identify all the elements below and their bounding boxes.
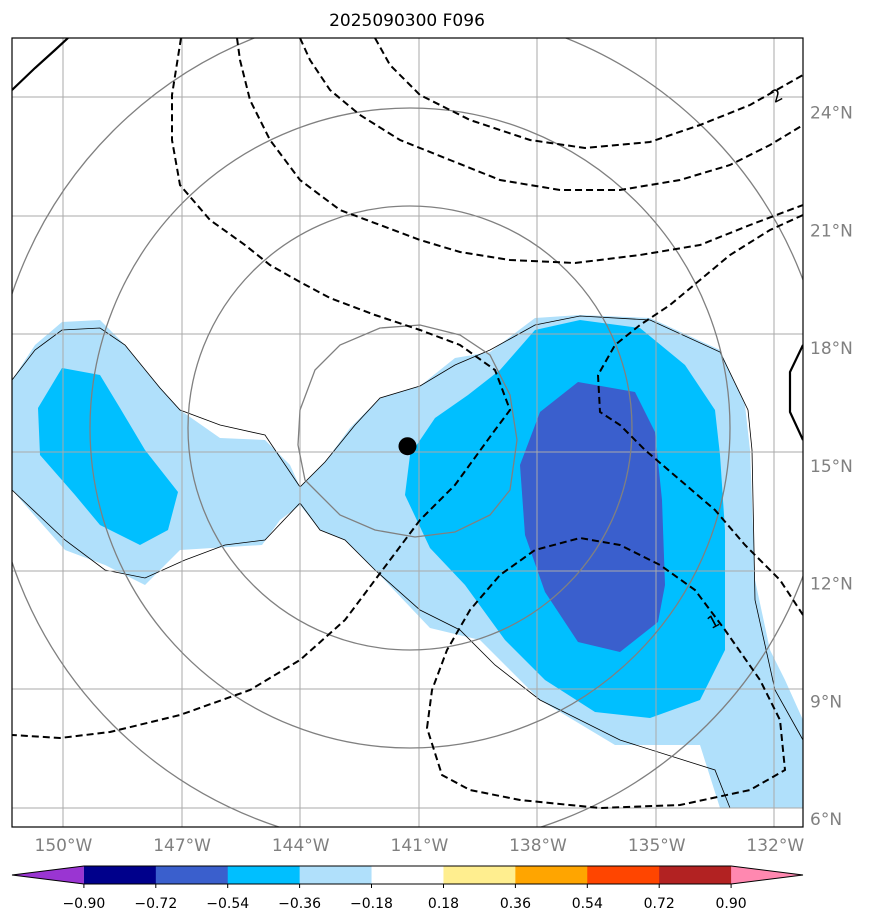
- longitude-label: 141°W: [391, 836, 449, 856]
- latitude-tick-labels: 24°N 21°N 18°N 15°N 12°N 9°N 6°N: [810, 104, 853, 830]
- latitude-label: 12°N: [810, 575, 853, 595]
- graticule: [12, 38, 803, 827]
- colorbar-segment: [227, 866, 301, 884]
- colorbar-segment: [659, 866, 732, 884]
- colorbar-segment: [371, 866, 444, 884]
- longitude-label: 132°W: [746, 836, 804, 856]
- colorbar-label: 0.18: [428, 896, 459, 912]
- colorbar-label: 0.90: [716, 896, 747, 912]
- latitude-label: 24°N: [810, 104, 853, 124]
- colorbar-segment: [83, 866, 157, 884]
- colorbar-segment: [443, 866, 516, 884]
- colorbar-tick-labels: −0.90 −0.72 −0.54 −0.36 −0.18 0.18 0.36 0.54 0.7…: [62, 884, 747, 912]
- longitude-label: 135°W: [628, 836, 686, 856]
- colorbar: [11, 865, 804, 885]
- colorbar-label: 0.36: [500, 896, 531, 912]
- colorbar-segment: [515, 866, 588, 884]
- latitude-label: 6°N: [810, 810, 842, 830]
- storm-center-marker: [398, 437, 417, 456]
- latitude-label: 9°N: [810, 692, 842, 712]
- colorbar-label: 0.54: [572, 896, 603, 912]
- colorbar-segment: [155, 866, 229, 884]
- longitude-label: 144°W: [272, 836, 330, 856]
- colorbar-extend-max: [731, 866, 803, 884]
- colorbar-label: −0.18: [350, 896, 393, 912]
- latitude-label: 15°N: [810, 457, 853, 477]
- colorbar-label: 0.72: [644, 896, 675, 912]
- colorbar-extend-min: [12, 866, 84, 884]
- colorbar-label: −0.54: [206, 896, 249, 912]
- latitude-label: 18°N: [810, 339, 853, 359]
- range-rings: [12, 38, 803, 827]
- longitude-tick-labels: 150°W 147°W 144°W 141°W 138°W 135°W 132°W: [35, 836, 805, 856]
- map-frame: [11, 37, 804, 828]
- longitude-label: 138°W: [509, 836, 567, 856]
- latitude-label: 21°N: [810, 221, 853, 241]
- solid-contours: [12, 38, 803, 441]
- dashed-contours: [12, 38, 803, 810]
- map-title: 2025090300 F096: [329, 11, 485, 31]
- shaded-field-royal-blue: [520, 382, 665, 652]
- longitude-label: 150°W: [35, 836, 93, 856]
- colorbar-label: −0.36: [278, 896, 321, 912]
- map-plot-area: 21: [12, 38, 803, 827]
- colorbar-label: −0.90: [62, 896, 105, 912]
- colorbar-label: −0.72: [134, 896, 177, 912]
- field-outline: [12, 315, 803, 809]
- colorbar-segment: [299, 866, 373, 884]
- longitude-label: 147°W: [153, 836, 211, 856]
- colorbar-segment: [587, 866, 660, 884]
